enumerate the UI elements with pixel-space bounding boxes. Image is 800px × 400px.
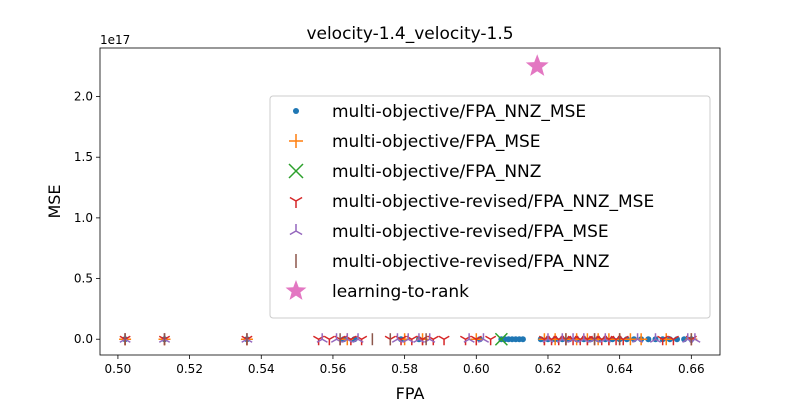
y-tick-label: 1.0 xyxy=(74,211,93,225)
legend-marker xyxy=(293,108,299,114)
legend-entry: multi-objective-revised/FPA_MSE xyxy=(332,222,609,242)
y-tick-label: 1.5 xyxy=(74,150,93,164)
legend-entry: multi-objective/FPA_MSE xyxy=(332,132,541,152)
x-tick-label: 0.56 xyxy=(320,362,347,376)
legend: multi-objective/FPA_NNZ_MSE multi-objecti… xyxy=(270,96,710,318)
y-axis-offset-label: 1e17 xyxy=(100,33,130,47)
x-tick-label: 0.54 xyxy=(248,362,275,376)
x-tick-label: 0.58 xyxy=(391,362,418,376)
x-tick-label: 0.52 xyxy=(176,362,203,376)
y-tick-label: 0.0 xyxy=(74,332,93,346)
x-tick-label: 0.62 xyxy=(535,362,562,376)
legend-entry: multi-objective/FPA_NNZ_MSE xyxy=(332,102,586,122)
y-axis-label: MSE xyxy=(45,184,64,218)
legend-entry: multi-objective-revised/FPA_NNZ xyxy=(332,252,610,272)
data-point xyxy=(520,336,526,342)
legend-entry: learning-to-rank xyxy=(332,282,469,302)
x-tick-label: 0.60 xyxy=(463,362,490,376)
x-axis-label: FPA xyxy=(396,384,425,400)
legend-entry: multi-objective-revised/FPA_NNZ_MSE xyxy=(332,192,654,212)
x-tick-label: 0.50 xyxy=(105,362,132,376)
legend-entry: multi-objective/FPA_NNZ xyxy=(332,162,541,182)
x-tick-label: 0.64 xyxy=(606,362,633,376)
chart-title: velocity-1.4_velocity-1.5 xyxy=(306,24,513,44)
x-tick-label: 0.66 xyxy=(678,362,705,376)
y-tick-label: 2.0 xyxy=(74,90,93,104)
y-tick-label: 0.5 xyxy=(74,272,93,286)
